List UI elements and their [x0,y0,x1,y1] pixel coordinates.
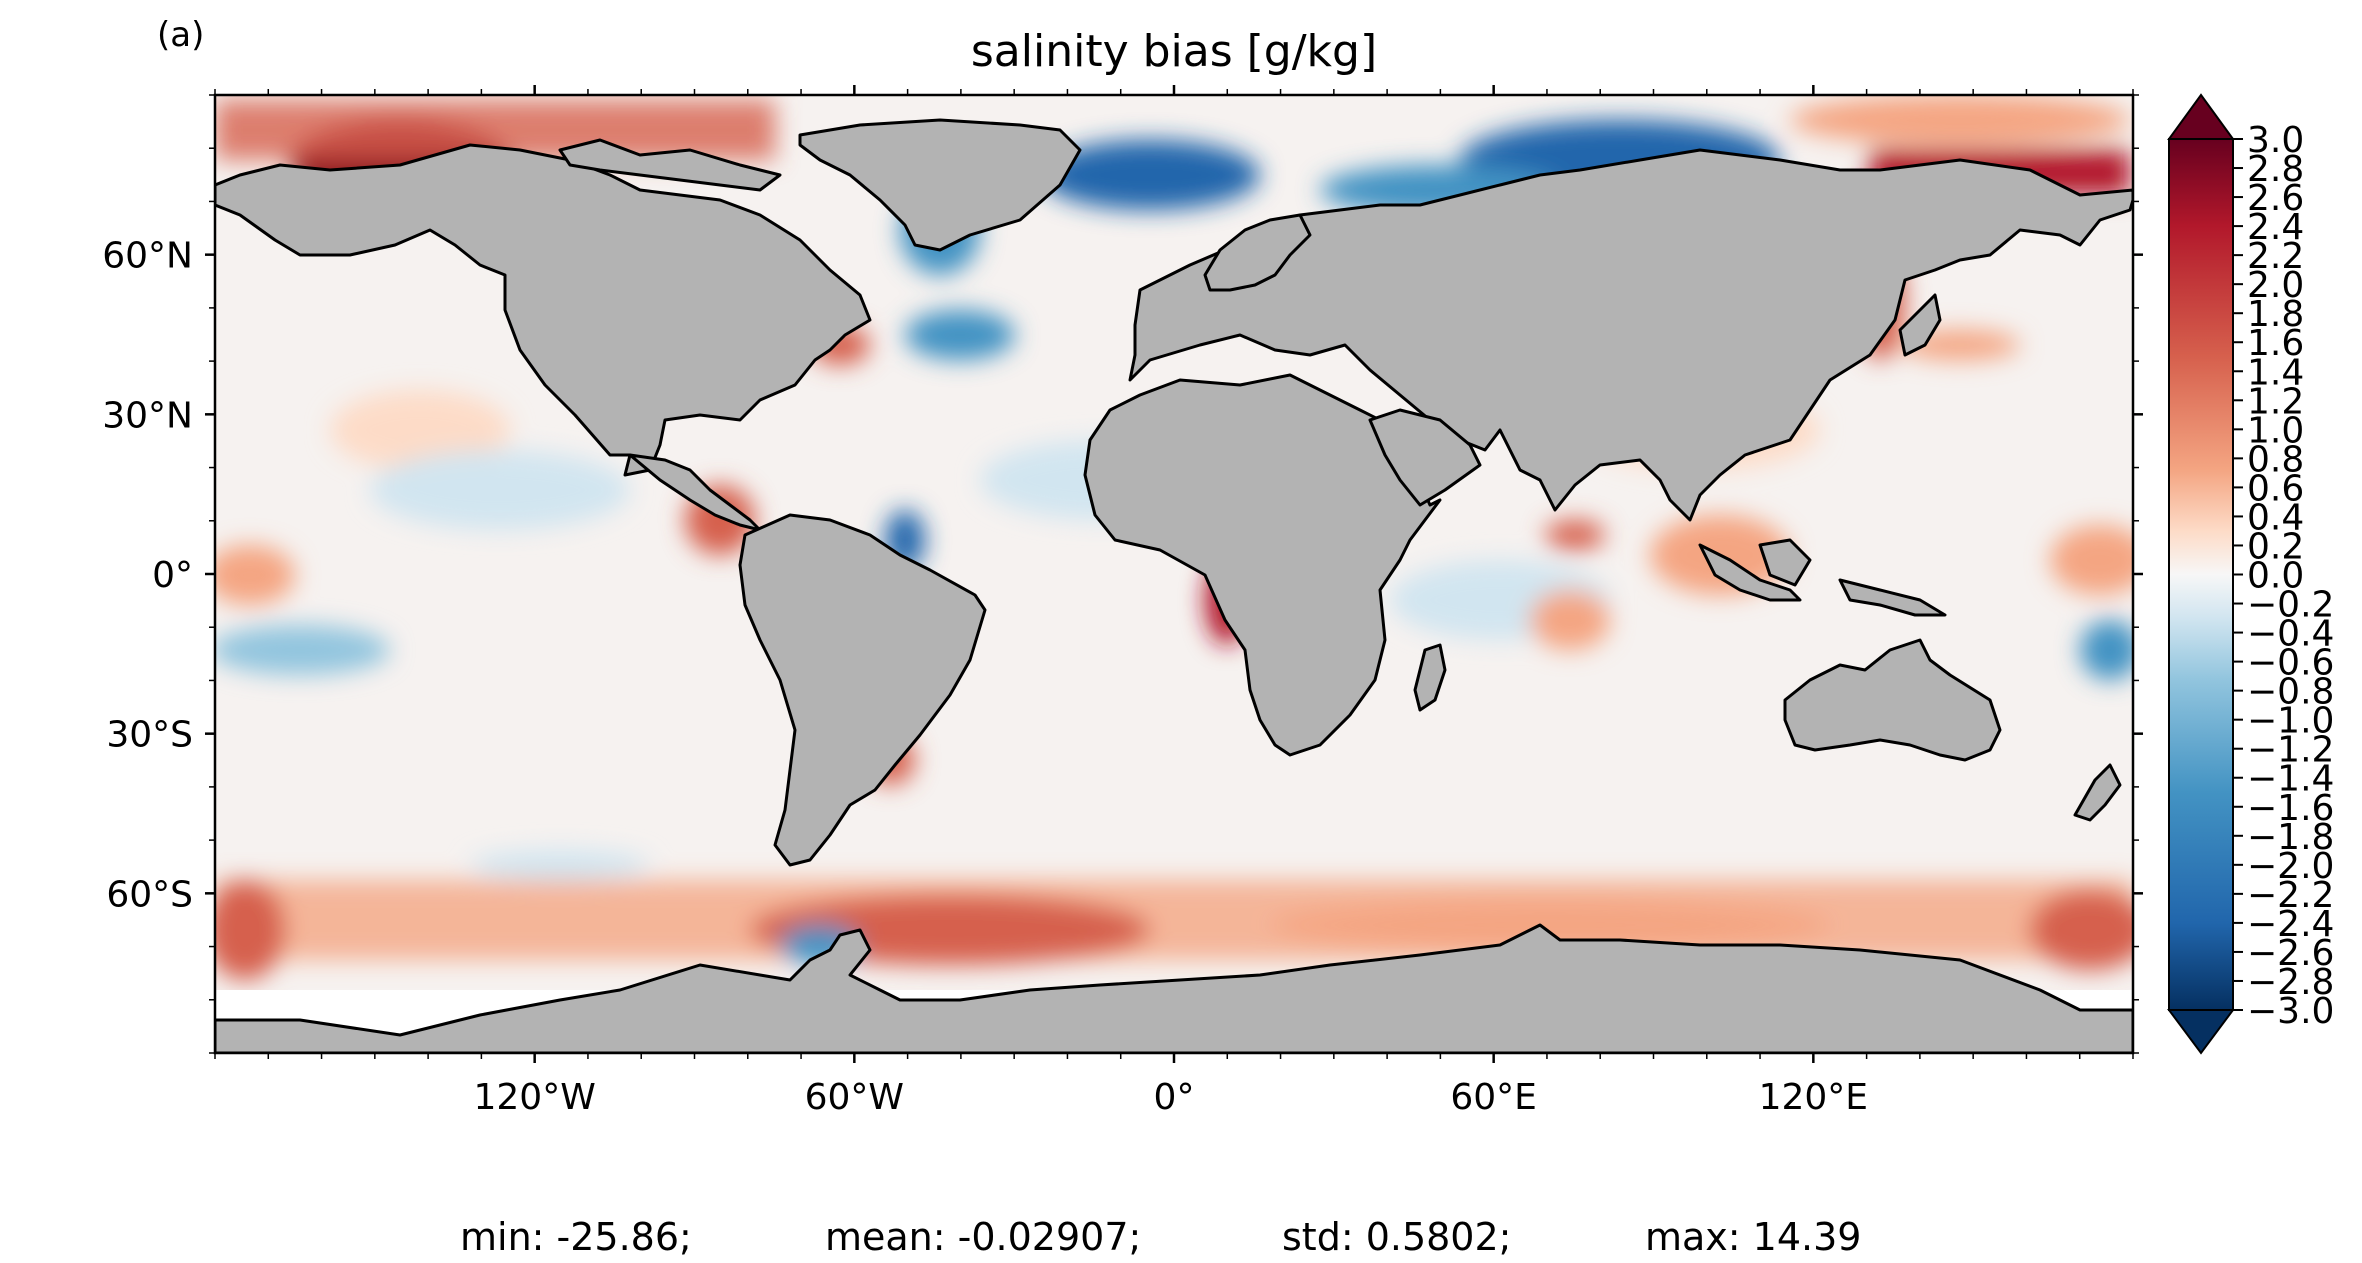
panel-label: (a) [157,15,204,55]
colorbar-tick-label: −3.0 [2247,991,2334,1032]
south-america [738,513,987,867]
minor-ticks [209,89,2139,1059]
colorbar-tick-label: 0.6 [2247,468,2304,509]
stat-mean: mean: -0.02907; [825,1215,1141,1259]
colorbar-tick-label: 2.8 [2247,149,2304,190]
colorbar-tick-label: 1.0 [2247,410,2304,451]
colorbar-tick-label: −1.6 [2247,788,2334,829]
lon-tick-label: 120°W [474,1077,596,1118]
colorbar-tick-label: 2.0 [2247,265,2304,306]
colorbar: 3.02.82.62.42.22.01.81.61.41.21.00.80.60… [2167,93,2334,1055]
colorbar-tick-label: −2.8 [2247,962,2334,1003]
colorbar-tick-label: −1.2 [2247,730,2334,771]
latitude-axis: 60°N 30°N 0° 30°S 60°S [102,236,2143,915]
colorbar-tick-label: 0.8 [2247,439,2304,480]
map-panel [215,95,2133,1053]
longitude-axis: 120°W 60°W 0° 60°E 120°E [474,85,1868,1118]
scandinavia [1203,213,1312,292]
colorbar-tick-label: 1.6 [2247,323,2304,364]
colorbar-tick-label: −2.4 [2247,904,2334,945]
colorbar-tick-label: −1.8 [2247,817,2334,858]
colorbar-tick-label: −0.8 [2247,672,2334,713]
colorbar-tick-label: 1.8 [2247,294,2304,335]
greenland [798,118,1082,252]
lon-tick-label: 0° [1154,1077,1195,1118]
colorbar-tick-label: 2.6 [2247,178,2304,219]
lat-tick-label: 30°N [102,395,193,436]
colorbar-tick-label: 0.4 [2247,497,2304,538]
colorbar-tick-label: 2.4 [2247,207,2304,248]
colorbar-tick-label: −0.6 [2247,643,2334,684]
antarctica [215,923,2133,1053]
lat-tick-label: 60°N [102,236,193,277]
colorbar-tick-label: −1.4 [2247,759,2334,800]
arabia-india [1368,408,1482,507]
colorbar-tick-label: 1.4 [2247,352,2304,393]
stat-std: std: 0.5802; [1282,1215,1511,1259]
land-masses [215,118,2133,1053]
japan [1898,293,1942,357]
colorbar-extend-max [2167,93,2235,140]
africa-eurasia [1083,148,2133,757]
colorbar-tick-label: 0.2 [2247,526,2304,567]
colorbar-tick-labels: 3.02.82.62.42.22.01.81.61.41.21.00.80.60… [2233,120,2334,1032]
colorbar-tick-label: 0.0 [2247,556,2304,597]
lat-tick-label: 30°S [106,715,193,756]
lon-tick-label: 60°E [1450,1077,1537,1118]
colorbar-tick-label: −2.0 [2247,846,2334,887]
colorbar-tick-label: −0.2 [2247,585,2334,626]
stat-min: min: -25.86; [460,1215,692,1259]
lon-tick-label: 120°E [1759,1077,1868,1118]
australia [1783,638,2002,762]
colorbar-tick-label: 1.2 [2247,381,2304,422]
colorbar-tick-label: −0.4 [2247,614,2334,655]
madagascar [1413,643,1447,712]
colorbar-tick-label: −2.6 [2247,933,2334,974]
stat-max: max: 14.39 [1645,1215,1861,1259]
colorbar-tick-label: 2.2 [2247,236,2304,277]
lat-tick-label: 0° [152,555,193,596]
colorbar-body [2168,138,2234,1011]
new-zealand [2073,763,2122,822]
north-america [215,143,872,477]
central-america [628,453,762,532]
colorbar-tick-label: −1.0 [2247,701,2334,742]
lon-tick-label: 60°W [805,1077,904,1118]
indonesia [1698,538,1947,617]
colorbar-extend-min [2167,1009,2235,1055]
colorbar-tick-label: −2.2 [2247,875,2334,916]
map-title: salinity bias [g/kg] [971,26,1377,77]
lat-tick-label: 60°S [106,874,193,915]
colorbar-tick-label: 3.0 [2247,120,2304,161]
arctic-islands [558,138,782,192]
